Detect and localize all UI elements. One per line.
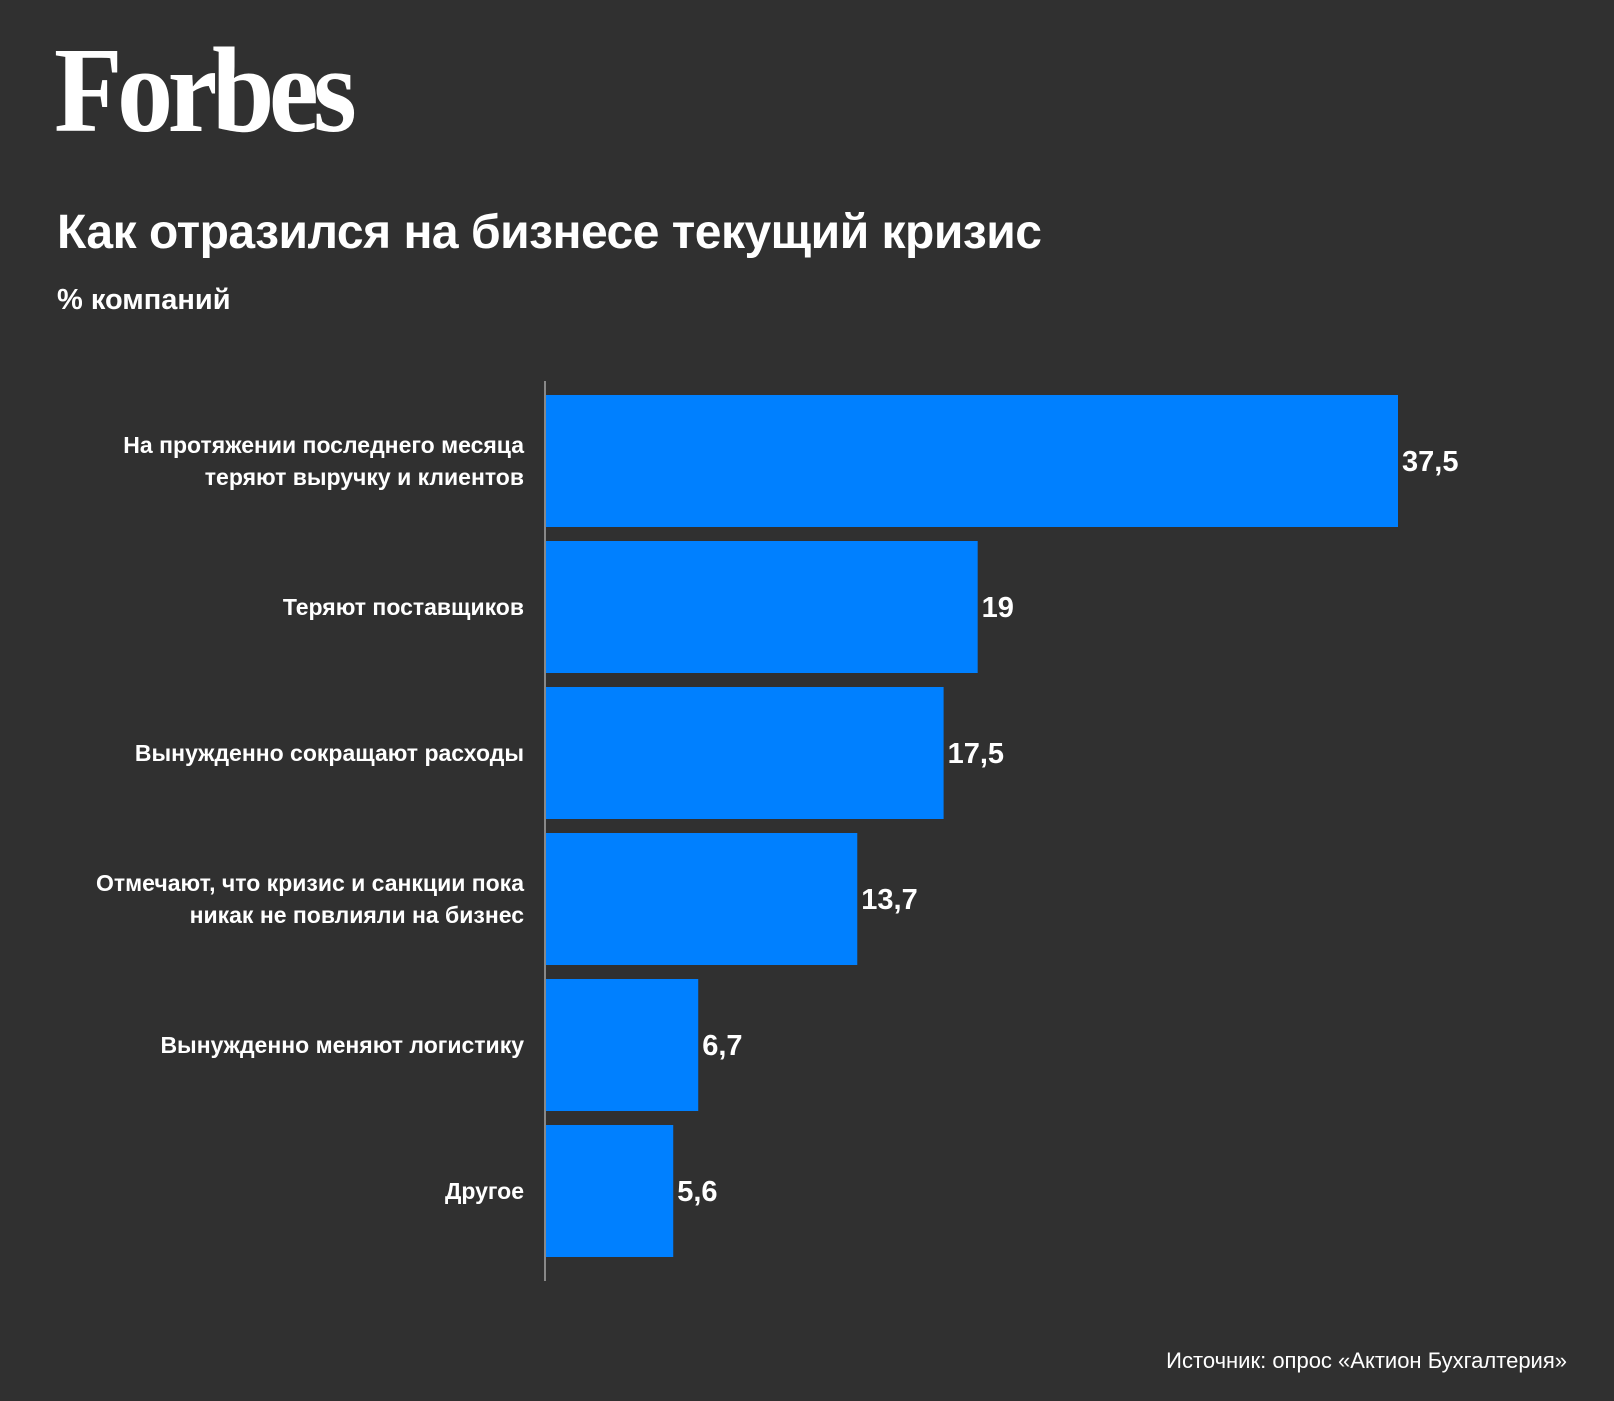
- value-label-4: 6,7: [702, 1030, 742, 1062]
- bar-0: [546, 395, 1398, 527]
- bar-5: [546, 1125, 674, 1257]
- value-label-5: 5,6: [677, 1176, 717, 1208]
- value-label-0: 37,5: [1402, 446, 1458, 478]
- category-label-4: Вынужденно меняют логистику: [160, 1032, 524, 1058]
- category-label-3: Отмечают, что кризис и санкции пока: [96, 870, 524, 896]
- category-label-0: На протяжении последнего месяца: [123, 432, 524, 458]
- category-label-2: Вынужденно сокращают расходы: [135, 740, 524, 766]
- bar-2: [546, 687, 944, 819]
- bar-1: [546, 541, 978, 673]
- chart-subtitle: % компаний: [57, 284, 231, 316]
- forbes-logo: Forbes: [54, 23, 357, 158]
- bar-4: [546, 979, 699, 1111]
- category-label-1: Теряют поставщиков: [283, 594, 524, 620]
- category-label-0: теряют выручку и клиентов: [205, 464, 524, 490]
- chart-title: Как отразился на бизнесе текущий кризис: [57, 206, 1042, 259]
- value-label-3: 13,7: [861, 884, 917, 916]
- category-label-5: Другое: [445, 1178, 524, 1204]
- category-label-3: никак не повлияли на бизнес: [190, 902, 525, 928]
- bar-3: [546, 833, 858, 965]
- source-note: Источник: опрос «Актион Бухгалтерия»: [1166, 1348, 1567, 1373]
- value-label-2: 17,5: [948, 738, 1004, 770]
- value-label-1: 19: [982, 592, 1014, 624]
